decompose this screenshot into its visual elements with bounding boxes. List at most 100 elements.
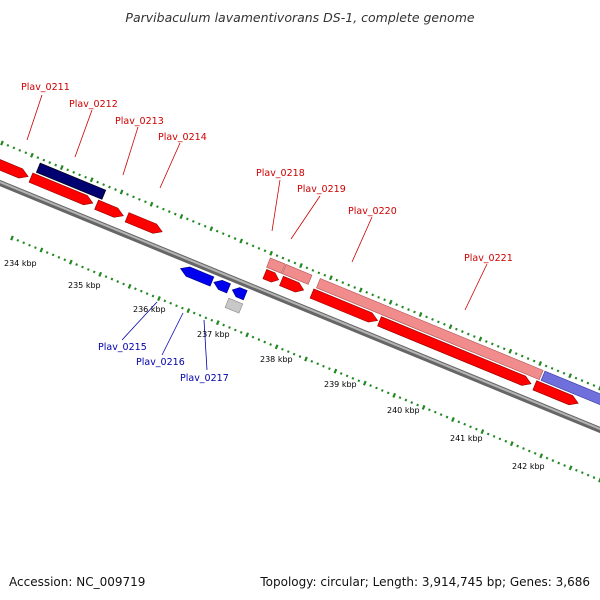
upper-track-tick xyxy=(305,266,309,270)
lower-track-tick xyxy=(210,318,214,322)
gene-plav-0220[interactable] xyxy=(316,278,544,381)
lower-track-tick xyxy=(22,241,26,245)
upper-track-tick xyxy=(215,229,219,233)
upper-track-tick xyxy=(448,324,453,330)
upper-track-tick xyxy=(48,161,52,164)
lower-track-tick xyxy=(509,441,514,447)
lower-track-tick xyxy=(34,246,37,250)
cds-plav-0217[interactable] xyxy=(230,285,248,301)
upper-track-tick xyxy=(191,219,195,223)
upper-track-tick xyxy=(156,205,159,209)
upper-track-tick xyxy=(281,256,285,260)
cds-plav-0216[interactable] xyxy=(212,278,231,294)
upper-track-tick xyxy=(78,173,81,177)
upper-track-tick xyxy=(257,246,261,250)
cds-plav-0213[interactable] xyxy=(94,199,126,220)
upper-track-tick xyxy=(550,366,554,370)
upper-track-tick xyxy=(89,177,94,183)
upper-track-tick xyxy=(401,305,404,309)
cds-plav-0214[interactable] xyxy=(124,212,164,237)
lower-track-tick xyxy=(375,386,378,390)
lower-track-tick xyxy=(545,456,549,460)
lower-track-tick xyxy=(110,277,114,281)
upper-track-tick xyxy=(532,359,536,363)
gene-label-plav-0220[interactable]: Plav_0220 xyxy=(348,206,397,217)
upper-track-tick xyxy=(209,226,214,232)
upper-track-tick xyxy=(59,165,64,171)
cds-plav-0212[interactable] xyxy=(28,172,95,208)
lower-track-tick xyxy=(345,374,349,378)
lower-track-tick xyxy=(245,332,250,338)
cds-plav-0221[interactable] xyxy=(377,316,533,389)
gene-label-plav-0216[interactable]: Plav_0216 xyxy=(136,357,185,368)
cds-plav-0218[interactable] xyxy=(262,269,281,284)
lower-track-tick xyxy=(228,326,231,329)
lower-track-tick xyxy=(475,427,478,431)
lower-track-tick xyxy=(233,328,237,332)
gene-plav-0212[interactable] xyxy=(35,162,107,200)
gene-label-plav-0218[interactable]: Plav_0218 xyxy=(256,168,305,179)
gene-label-plav-0212[interactable]: Plav_0212 xyxy=(69,99,118,110)
lower-track-tick xyxy=(122,282,125,286)
upper-track-tick xyxy=(526,357,530,360)
lower-track-tick xyxy=(386,391,390,395)
lower-track-tick xyxy=(445,415,449,419)
gene-label-plav-0217[interactable]: Plav_0217 xyxy=(180,373,229,384)
upper-track-tick xyxy=(293,261,297,265)
upper-track-tick xyxy=(562,371,566,375)
upper-track-tick xyxy=(544,364,548,368)
upper-track-tick xyxy=(574,376,578,380)
upper-track-tick xyxy=(473,335,476,338)
lower-track-tick xyxy=(392,392,397,398)
gene-label-plav-0219[interactable]: Plav_0219 xyxy=(297,184,346,195)
cds-plav-0215[interactable] xyxy=(179,264,215,287)
lower-track-tick xyxy=(428,408,431,412)
cds-next[interactable] xyxy=(532,380,580,408)
label-leaders xyxy=(26,94,488,371)
lower-track-tick xyxy=(316,362,320,366)
upper-track-tick xyxy=(425,315,428,319)
lower-track-tick xyxy=(362,380,367,386)
upper-track-tick xyxy=(84,175,87,179)
cds-plav-0211[interactable] xyxy=(0,155,30,181)
upper-track-tick xyxy=(144,200,147,204)
lower-track-tick xyxy=(504,439,508,443)
upper-track-tick xyxy=(388,299,393,305)
lower-track-tick xyxy=(134,287,137,291)
upper-track-tick xyxy=(275,254,279,258)
upper-track-tick xyxy=(173,212,177,216)
gene-label-plav-0211[interactable]: Plav_0211 xyxy=(21,82,70,93)
lower-track-tick xyxy=(322,364,325,368)
upper-track-tick xyxy=(496,344,500,348)
gene-label-plav-0221[interactable]: Plav_0221 xyxy=(464,253,513,264)
upper-track-tick xyxy=(162,207,165,211)
tick-tracks xyxy=(0,140,600,483)
lower-track-tick xyxy=(416,403,419,407)
lower-track-tick xyxy=(469,425,472,429)
lower-track-tick xyxy=(86,268,90,271)
upper-track-tick xyxy=(592,384,596,387)
lower-track-tick xyxy=(145,292,149,296)
gene-label-plav-0214[interactable]: Plav_0214 xyxy=(158,132,207,143)
lower-track-tick xyxy=(204,316,208,320)
gene-label-plav-0215[interactable]: Plav_0215 xyxy=(98,342,147,353)
gene-plav-0221[interactable] xyxy=(540,370,600,406)
upper-track-tick xyxy=(502,347,506,351)
upper-track-tick xyxy=(353,286,357,289)
gene-plav-0217[interactable] xyxy=(224,297,244,314)
upper-track-tick xyxy=(455,327,458,331)
upper-track-tick xyxy=(221,232,225,236)
gene-plav-0218[interactable] xyxy=(266,257,286,274)
gene-plav-0219[interactable] xyxy=(281,264,313,285)
upper-track-tick xyxy=(12,146,16,150)
cds-plav-0219[interactable] xyxy=(279,275,306,294)
gene-plav-0211[interactable] xyxy=(0,133,4,161)
scale-label-237: 237 kbp xyxy=(197,330,230,339)
cds-plav-0220[interactable] xyxy=(309,288,379,325)
lower-track-tick xyxy=(575,468,578,472)
lower-track-tick xyxy=(457,420,461,424)
lower-track-tick xyxy=(68,259,73,265)
gene-label-plav-0213[interactable]: Plav_0213 xyxy=(115,116,164,127)
upper-track-tick xyxy=(395,303,398,307)
